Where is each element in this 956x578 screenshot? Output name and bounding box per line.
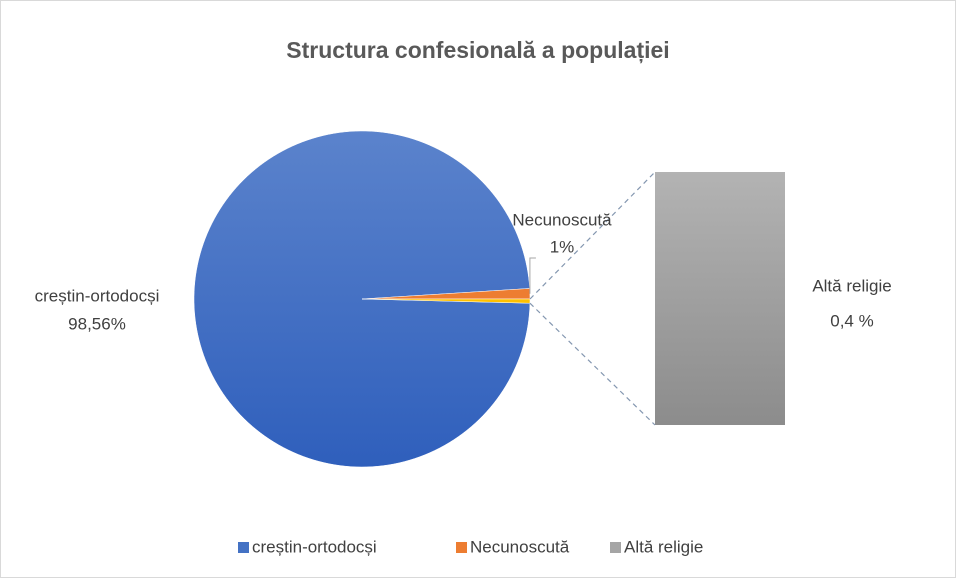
bar [655,172,785,425]
data-label-name: creștin-ortodocși [35,286,160,305]
data-label: 0,4 % [830,311,873,330]
legend-label: Necunoscută [470,537,570,556]
data-label: 98,56% [68,314,126,333]
leader-line [529,257,536,294]
connector-line [529,171,656,300]
legend-swatch [456,542,467,553]
legend-swatch [238,542,249,553]
chart-title: Structura confesională a populației [286,37,669,64]
pie-slice [193,130,531,468]
pie-slice [361,298,531,304]
data-label-name: Necunoscută [512,210,612,229]
legend-swatch [610,542,621,553]
legend-label: Altă religie [624,537,703,556]
data-label: 1% [550,237,575,256]
data-label-name: Altă religie [812,276,891,295]
legend-label: creștin-ortodocși [252,537,377,556]
connector-line [529,302,656,426]
